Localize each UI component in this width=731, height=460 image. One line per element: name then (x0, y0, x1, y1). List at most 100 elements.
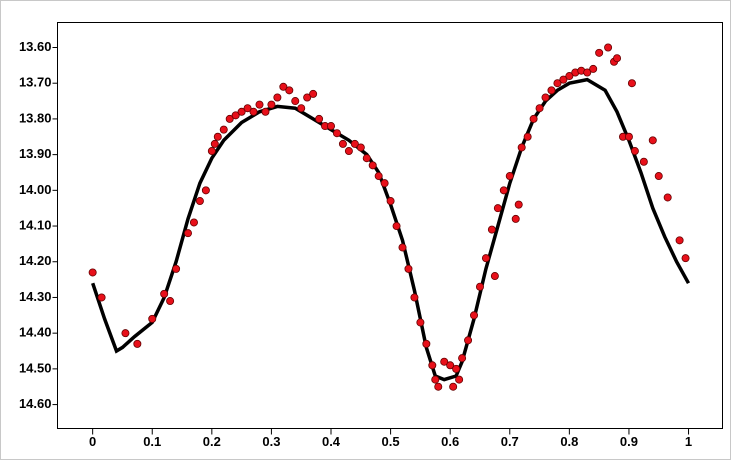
x-tick-label: 0.9 (620, 434, 638, 449)
data-point (627, 79, 636, 88)
data-point (303, 93, 312, 102)
x-tick-label: 0.2 (203, 434, 221, 449)
data-point (195, 197, 204, 206)
data-point (249, 107, 258, 116)
data-point (297, 104, 306, 113)
data-point (160, 289, 169, 298)
data-point (327, 122, 336, 131)
data-point (189, 218, 198, 227)
x-tick-label: 0.4 (322, 434, 341, 449)
data-point (213, 132, 222, 141)
data-point (386, 197, 395, 206)
data-point (285, 86, 294, 95)
data-point (261, 107, 270, 116)
data-point (458, 354, 467, 363)
x-tick-label: 0.1 (143, 434, 161, 449)
data-point (613, 54, 622, 63)
data-point (338, 139, 347, 148)
data-point (434, 382, 443, 391)
data-point (449, 382, 458, 391)
x-tick-label: 0.6 (441, 434, 459, 449)
data-point (630, 147, 639, 156)
data-point (210, 139, 219, 148)
data-point (207, 147, 216, 156)
data-point (428, 361, 437, 370)
y-tick-label: 14.50 (19, 360, 52, 375)
y-tick-label: 14.60 (19, 396, 52, 411)
data-point (514, 200, 523, 209)
data-point (219, 125, 228, 134)
data-point (511, 214, 520, 223)
data-point (350, 139, 359, 148)
data-point (663, 193, 672, 202)
data-point (624, 132, 633, 141)
data-point (529, 114, 538, 123)
data-point (499, 186, 508, 195)
data-point (121, 329, 130, 338)
data-point (464, 336, 473, 345)
data-point (172, 264, 181, 273)
data-point (431, 375, 440, 384)
data-point (523, 132, 532, 141)
data-point (589, 64, 598, 73)
y-tick-label: 14.30 (19, 289, 52, 304)
data-point (535, 104, 544, 113)
data-point (416, 318, 425, 327)
data-point (517, 143, 526, 152)
data-point (541, 93, 550, 102)
data-point (410, 293, 419, 302)
data-point (404, 264, 413, 273)
data-point (487, 225, 496, 234)
data-point (681, 254, 690, 263)
data-point (565, 72, 574, 81)
data-point (225, 114, 234, 123)
data-point (604, 43, 613, 52)
data-point (374, 172, 383, 181)
x-tick-label: 1 (685, 434, 692, 449)
data-point (88, 268, 97, 277)
data-point (183, 229, 192, 238)
data-point (392, 222, 401, 231)
data-point (291, 97, 300, 106)
data-point (440, 357, 449, 366)
data-point (166, 297, 175, 306)
data-point (97, 293, 106, 302)
data-point (267, 100, 276, 109)
data-point (315, 114, 324, 123)
x-tick-label: 0 (89, 434, 96, 449)
data-point (148, 314, 157, 323)
data-point (237, 107, 246, 116)
x-tick-label: 0.3 (262, 434, 280, 449)
data-point (201, 186, 210, 195)
data-point (309, 89, 318, 98)
data-point (362, 154, 371, 163)
data-point (356, 143, 365, 152)
plot-area (57, 22, 723, 429)
y-tick-label: 13.70 (19, 75, 52, 90)
data-point (255, 100, 264, 109)
data-point (559, 75, 568, 84)
data-point (654, 172, 663, 181)
data-point (243, 104, 252, 113)
y-tick-label: 14.20 (19, 253, 52, 268)
data-point (493, 204, 502, 213)
y-tick-label: 13.80 (19, 110, 52, 125)
data-point (452, 364, 461, 373)
data-point (475, 282, 484, 291)
data-point (547, 86, 556, 95)
y-tick-label: 14.00 (19, 182, 52, 197)
data-point (380, 179, 389, 188)
x-tick-label: 0.5 (382, 434, 400, 449)
data-point (648, 136, 657, 145)
y-tick-label: 13.90 (19, 146, 52, 161)
data-point (553, 79, 562, 88)
data-point (583, 68, 592, 77)
data-point (505, 172, 514, 181)
y-tick-label: 14.10 (19, 217, 52, 232)
data-point (481, 254, 490, 263)
data-point (675, 236, 684, 245)
x-tick-label: 0.7 (501, 434, 519, 449)
data-point (344, 147, 353, 156)
x-tick-label: 0.8 (560, 434, 578, 449)
